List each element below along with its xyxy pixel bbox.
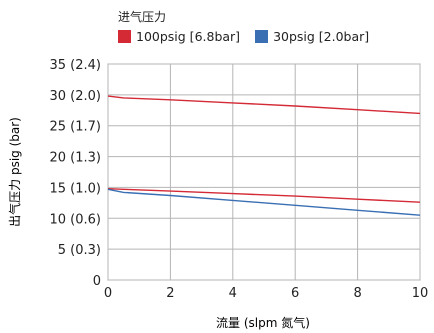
y-tick-label: 0 [93,274,101,289]
legend-label-30psig: 30psig [2.0bar] [273,29,370,44]
y-axis-label: 出气压力 psig (bar) [7,117,22,227]
legend-item-100psig: 100psig [6.8bar] [118,29,240,44]
legend-title: 进气压力 [118,10,167,24]
legend: 100psig [6.8bar] 30psig [2.0bar] [118,29,384,44]
y-tick-label: 20 (1.3) [50,151,102,166]
x-tick-label: 8 [353,286,361,301]
x-tick-label: 10 [412,286,429,301]
x-tick-label: 0 [104,286,112,301]
x-axis-label: 流量 (slpm 氮气) [216,315,310,330]
y-tick-label: 25 (1.7) [50,120,102,135]
tick-labels: 0 5 (0.3) 10 (0.6) 15 (1.0) 20 (1.3) 25 (1.7)… [50,58,429,301]
x-tick-label: 2 [166,286,174,301]
series-line-0 [107,95,421,115]
y-tick-label: 5 (0.3) [58,243,101,258]
y-tick-label: 10 (0.6) [50,212,102,227]
legend-item-30psig: 30psig [2.0bar] [255,29,369,44]
legend-label-100psig: 100psig [6.8bar] [136,29,241,44]
series-line-1 [107,188,421,203]
x-tick-label: 4 [229,286,237,301]
legend-swatch-30psig [255,30,269,43]
plot-frame [107,63,421,281]
y-tick-label: 30 (2.0) [50,89,102,104]
legend-swatch-100psig [118,30,131,43]
y-tick-label: 15 (1.0) [50,181,102,196]
grid [107,63,421,281]
x-tick-label: 6 [291,286,299,301]
series-line-2 [107,188,421,216]
series-lines [107,95,421,216]
y-tick-label: 35 (2.4) [50,58,102,73]
